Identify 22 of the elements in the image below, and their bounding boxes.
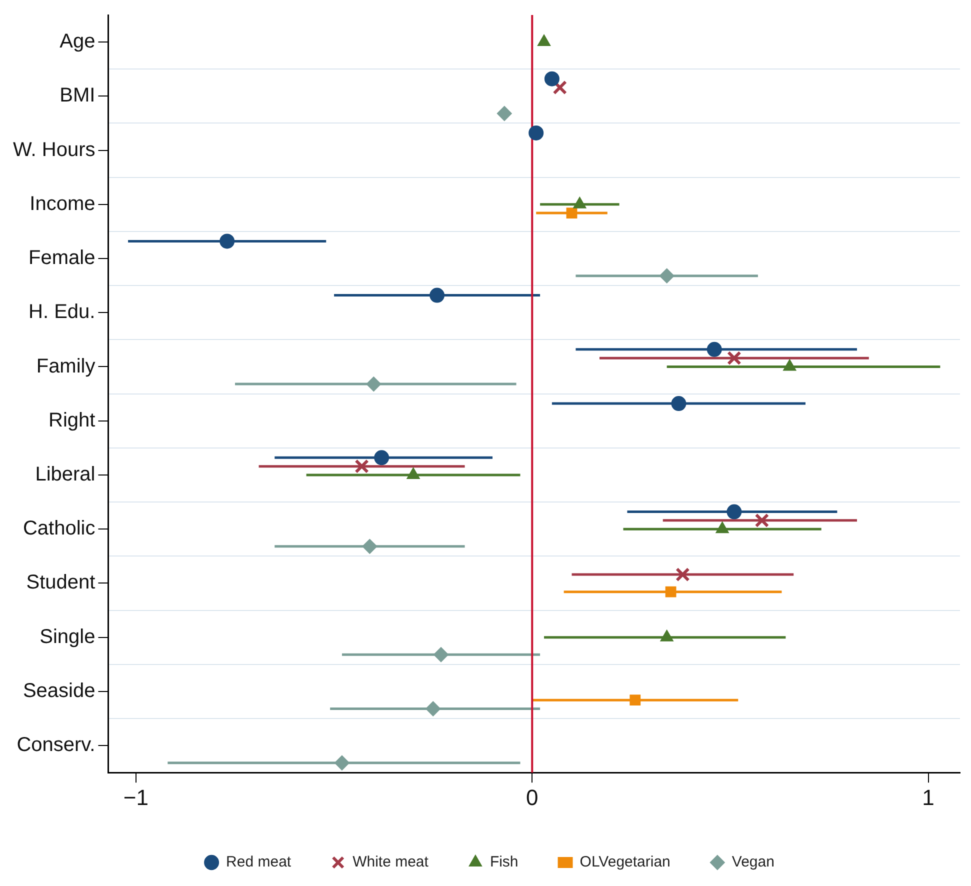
y-tick-label: Conserv. bbox=[16, 734, 96, 756]
legend-label: Red meat bbox=[226, 854, 292, 871]
y-tick-label: Liberal bbox=[35, 463, 96, 486]
x-tick-label: 0 bbox=[526, 784, 538, 810]
x-tick-label: 1 bbox=[922, 784, 934, 810]
y-tick-label: H. Edu. bbox=[28, 301, 96, 324]
y-tick-label: Age bbox=[60, 30, 96, 53]
legend-label: OLVegetarian bbox=[580, 854, 670, 871]
y-tick-label: Family bbox=[36, 355, 96, 378]
y-tick-label: Student bbox=[26, 572, 96, 594]
y-tick-label: BMI bbox=[60, 84, 96, 107]
legend-label: Vegan bbox=[732, 854, 774, 871]
y-tick-label: Single bbox=[40, 626, 96, 648]
y-tick-label: Female bbox=[28, 247, 96, 270]
y-tick-label: Seaside bbox=[22, 680, 96, 702]
y-tick-label: W. Hours bbox=[12, 138, 96, 161]
x-tick-label: −1 bbox=[123, 784, 149, 810]
legend-label: Fish bbox=[490, 854, 518, 871]
legend-label: White meat bbox=[352, 854, 430, 871]
y-tick-label: Catholic bbox=[22, 518, 96, 540]
y-tick-label: Right bbox=[48, 409, 96, 432]
y-tick-label: Income bbox=[30, 192, 96, 215]
